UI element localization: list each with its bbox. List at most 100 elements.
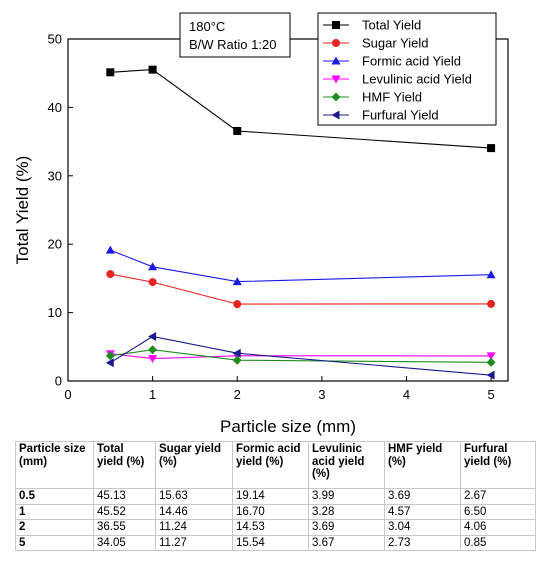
y-axis-title: Total Yield (%) [13, 156, 32, 265]
x-tick-label: 4 [403, 387, 410, 402]
data-point [106, 270, 115, 279]
x-axis-title: Particle size (mm) [220, 417, 356, 436]
table-cell: 16.70 [232, 503, 309, 520]
header-total-yield: Total yield (%) [93, 441, 156, 489]
legend-label: Total Yield [362, 18, 421, 33]
header-hmf-yield: HMF yield (%) [384, 441, 461, 489]
data-point [148, 355, 158, 364]
series-line [110, 249, 492, 283]
x-tick-label: 3 [318, 387, 325, 402]
legend-marker [332, 39, 340, 47]
table-cell: 3.67 [308, 534, 385, 551]
data-point [105, 351, 115, 361]
table-cell: 14.46 [155, 503, 233, 520]
table-cell: 14.53 [232, 519, 309, 536]
data-point [105, 358, 114, 368]
y-tick-label: 50 [48, 32, 62, 47]
data-point [486, 352, 496, 361]
series-line [110, 69, 492, 149]
legend-marker [331, 75, 341, 84]
series-line [110, 353, 492, 360]
legend-item: HMF Yield [323, 90, 422, 105]
legend: Total Yield Sugar Yield Formic acid Yield L… [317, 12, 497, 126]
table-cell: 11.27 [155, 534, 233, 551]
data-point [148, 65, 157, 74]
legend-label: Formic acid Yield [362, 54, 461, 69]
data-point [486, 270, 496, 279]
table-cell: 2.67 [460, 488, 536, 505]
table-row: 1 45.52 14.46 16.70 3.28 4.57 6.50 [15, 503, 536, 520]
table-cell: 36.55 [93, 519, 156, 536]
data-point [148, 332, 157, 342]
series-group [105, 332, 495, 380]
table-cell: 4.57 [384, 503, 461, 520]
table-cell: 19.14 [232, 488, 309, 505]
series-line [110, 335, 492, 376]
series-group [106, 65, 496, 153]
data-point [148, 278, 157, 287]
table-cell: 3.28 [308, 503, 385, 520]
header-formic-acid-yield: Formic acid yield (%) [232, 441, 309, 489]
legend-label: Furfural Yield [362, 108, 439, 123]
legend-marker [332, 21, 340, 29]
legend-marker [331, 110, 340, 120]
annotation-ratio: B/W Ratio 1:20 [189, 37, 276, 52]
header-particle-size: Particle size (mm) [15, 441, 94, 489]
legend-label: HMF Yield [362, 90, 422, 105]
table-cell: 15.63 [155, 488, 233, 505]
annotation-frame [179, 12, 291, 58]
table-cell: 34.05 [93, 534, 156, 551]
table-cell: 15.54 [232, 534, 309, 551]
data-point [233, 300, 242, 309]
legend-label: Levulinic acid Yield [362, 72, 472, 87]
series-layer [105, 65, 496, 380]
table-row: 2 36.55 11.24 14.53 3.69 3.04 4.06 [15, 519, 536, 536]
x-tick-label: 1 [149, 387, 156, 402]
table-cell: 4.06 [460, 519, 536, 536]
y-tick-label: 20 [48, 237, 62, 252]
table-cell: 45.13 [93, 488, 156, 505]
table-cell: 0.85 [460, 534, 536, 551]
legend-item: Furfural Yield [323, 108, 439, 123]
data-point [487, 144, 496, 153]
y-tick-label: 30 [48, 168, 62, 183]
legend-item: Sugar Yield [323, 36, 429, 51]
data-point [232, 277, 242, 286]
legend-label: Sugar Yield [362, 36, 429, 51]
annotation-temperature: 180°C [189, 19, 225, 34]
table-cell: 2 [15, 519, 94, 536]
data-point [148, 345, 158, 355]
table-cell: 11.24 [155, 519, 233, 536]
table-cell: 0.5 [15, 488, 94, 505]
data-point [232, 355, 242, 365]
table-row: 5 34.05 11.27 15.54 3.67 2.73 0.85 [15, 534, 536, 551]
table-cell: 3.99 [308, 488, 385, 505]
data-point [487, 299, 496, 308]
legend-marker [331, 92, 341, 102]
legend-item: Levulinic acid Yield [323, 72, 472, 87]
series-line [110, 349, 492, 363]
data-point [233, 126, 242, 135]
data-point [148, 262, 158, 271]
table-row: 0.5 45.13 15.63 19.14 3.99 3.69 2.67 [15, 488, 536, 505]
table-header-row: Particle size (mm) Total yield (%) Sugar… [15, 441, 536, 489]
table-cell: 5 [15, 534, 94, 551]
table-cell: 3.69 [308, 519, 385, 536]
x-tick-label: 0 [64, 387, 71, 402]
y-tick-label: 10 [48, 305, 62, 320]
header-levulinic-acid-yield: Levulinic acid yield (%) [308, 441, 385, 489]
data-point [486, 357, 496, 367]
data-point [232, 348, 241, 358]
series-group [105, 245, 496, 286]
header-sugar-yield: Sugar yield (%) [155, 441, 233, 489]
header-furfural-yield: Furfural yield (%) [460, 441, 536, 489]
annotation-box: 180°C B/W Ratio 1:20 [179, 12, 291, 58]
table-cell: 3.04 [384, 519, 461, 536]
table-cell: 2.73 [384, 534, 461, 551]
table-cell: 1 [15, 503, 94, 520]
x-tick-label: 2 [234, 387, 241, 402]
legend-marker [331, 56, 341, 65]
series-group [105, 345, 496, 367]
data-point [105, 245, 115, 254]
